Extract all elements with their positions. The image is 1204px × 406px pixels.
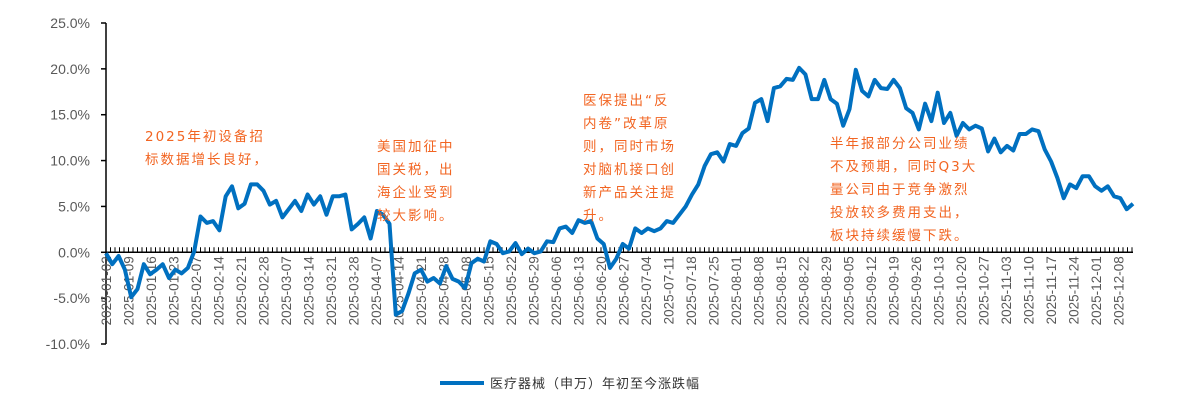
x-tick-label: 2025-08-01 xyxy=(729,256,744,325)
legend-label: 医疗器械（申万）年初至今涨跌幅 xyxy=(490,377,701,392)
x-tick-label: 2025-07-25 xyxy=(707,256,722,325)
annotation-line: 投放较多费用支出， xyxy=(830,205,970,221)
annotation-line: 医保提出“反 xyxy=(583,93,670,109)
x-tick-label: 2025-07-18 xyxy=(684,256,699,325)
y-tick-label: 15.0% xyxy=(50,107,90,123)
annotation-line: 量公司由于竞争激烈 xyxy=(830,182,970,198)
x-tick-label: 2025-07-11 xyxy=(662,256,677,324)
x-tick-label: 2025-03-07 xyxy=(279,256,294,325)
x-tick-label: 2025-07-04 xyxy=(639,256,654,326)
annotation-1: 2025年初设备招 标数据增长良好， xyxy=(145,126,269,172)
x-tick-label: 2025-09-26 xyxy=(909,256,924,325)
y-tick-label: 0.0% xyxy=(58,244,90,260)
x-tick-label: 2025-04-21 xyxy=(414,256,429,325)
annotation-line: 较大影响。 xyxy=(377,208,455,224)
x-tick-label: 2025-02-14 xyxy=(212,256,227,326)
y-tick-label: 10.0% xyxy=(50,153,90,169)
x-tick-label: 2025-01-23 xyxy=(167,256,182,325)
y-tick-label: 20.0% xyxy=(50,61,90,77)
x-tick-label: 2025-12-08 xyxy=(1112,256,1127,325)
x-tick-label: 2025-12-01 xyxy=(1089,256,1104,325)
annotation-line: 不及预期，同时Q3大 xyxy=(830,159,978,175)
x-tick-label: 2025-03-14 xyxy=(302,256,317,326)
x-tick-label: 2025-05-22 xyxy=(504,256,519,325)
x-tick-label: 2025-10-13 xyxy=(932,256,947,325)
y-tick-label: -5.0% xyxy=(53,290,90,306)
x-tick-label: 2025-06-20 xyxy=(594,256,609,325)
x-tick-label: 2025-05-15 xyxy=(482,256,497,325)
x-tick-label: 2025-06-27 xyxy=(617,256,632,325)
x-tick-label: 2025-04-07 xyxy=(369,256,384,325)
annotation-line: 美国加征中 xyxy=(377,139,455,155)
annotation-line: 半年报部分公司业绩 xyxy=(830,136,970,152)
annotation-2: 美国加征中 国关税，出 海企业受到 较大影响。 xyxy=(377,136,455,228)
annotation-line: 海企业受到 xyxy=(377,185,455,201)
y-tick-label: 5.0% xyxy=(58,198,90,214)
y-tick-label: -10.0% xyxy=(46,336,90,352)
annotation-line: 则，同时市场 xyxy=(583,139,676,155)
annotation-line: 标数据增长良好， xyxy=(145,152,269,168)
x-tick-label: 2025-08-22 xyxy=(797,256,812,325)
x-tick-label: 2025-11-03 xyxy=(999,256,1014,324)
x-tick-label: 2025-05-29 xyxy=(527,256,542,325)
x-tick-label: 2025-09-12 xyxy=(864,256,879,325)
annotation-line: 内卷”改革原 xyxy=(583,116,670,132)
legend-swatch xyxy=(440,380,484,385)
x-tick-label: 2025-11-24 xyxy=(1067,256,1082,325)
x-tick-label: 2025-02-07 xyxy=(189,256,204,325)
x-tick-label: 2025-03-28 xyxy=(347,256,362,325)
x-tick-label: 2025-09-19 xyxy=(887,256,902,325)
x-tick-label: 2025-10-20 xyxy=(954,256,969,325)
annotation-line: 对脑机接口创 xyxy=(583,162,676,178)
annotation-line: 升。 xyxy=(583,208,614,224)
x-tick-label: 2025-10-27 xyxy=(977,256,992,325)
y-tick-label: 25.0% xyxy=(50,15,90,31)
x-tick-label: 2025-08-08 xyxy=(752,256,767,325)
annotation-4: 半年报部分公司业绩 不及预期，同时Q3大 量公司由于竞争激烈 投放较多费用支出，… xyxy=(830,133,977,248)
x-tick-label: 2025-03-21 xyxy=(324,256,339,325)
annotation-line: 2025年初设备招 xyxy=(145,129,265,145)
annotation-line: 新产品关注提 xyxy=(583,185,676,201)
x-tick-label: 2025-11-10 xyxy=(1022,256,1037,324)
annotation-3: 医保提出“反 内卷”改革原 则，同时市场 对脑机接口创 新产品关注提 升。 xyxy=(583,90,676,228)
x-tick-label: 2025-06-13 xyxy=(572,256,587,325)
x-tick-label: 2025-09-05 xyxy=(842,256,857,325)
legend: 医疗器械（申万）年初至今涨跌幅 xyxy=(440,373,700,392)
x-tick-label: 2025-02-21 xyxy=(234,256,249,325)
x-tick-label: 2025-08-29 xyxy=(819,256,834,325)
x-tick-label: 2025-06-06 xyxy=(549,256,564,325)
series-line xyxy=(104,65,1135,317)
x-tick-label: 2025-11-17 xyxy=(1044,256,1059,324)
x-tick-label: 2025-02-28 xyxy=(257,256,272,325)
annotation-line: 板块持续缓慢下跌。 xyxy=(830,228,970,244)
x-tick-label: 2025-08-15 xyxy=(774,256,789,325)
annotation-line: 国关税，出 xyxy=(377,162,455,178)
x-tick-label: 2025-01-02 xyxy=(99,256,114,325)
